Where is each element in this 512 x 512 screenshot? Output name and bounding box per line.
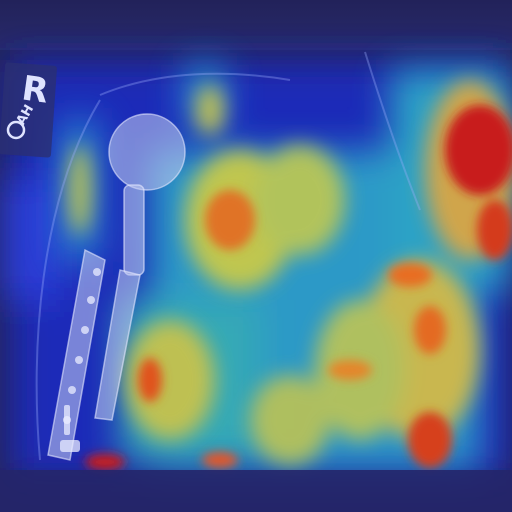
side-marker-letter: R: [19, 68, 50, 111]
side-marker: R AH: [0, 62, 57, 158]
implant-screws: [60, 268, 101, 452]
side-marker-plate: [0, 62, 57, 158]
implant-stem: [94, 269, 141, 421]
implant-head: [108, 113, 186, 191]
implant-neck: [123, 184, 145, 276]
bottom-dark-band: [0, 470, 512, 512]
anatomy-outline: [35, 51, 421, 461]
side-marker-ring: [6, 120, 26, 140]
top-dark-band: [0, 0, 512, 50]
heatmap-hot-layer: [85, 105, 512, 470]
